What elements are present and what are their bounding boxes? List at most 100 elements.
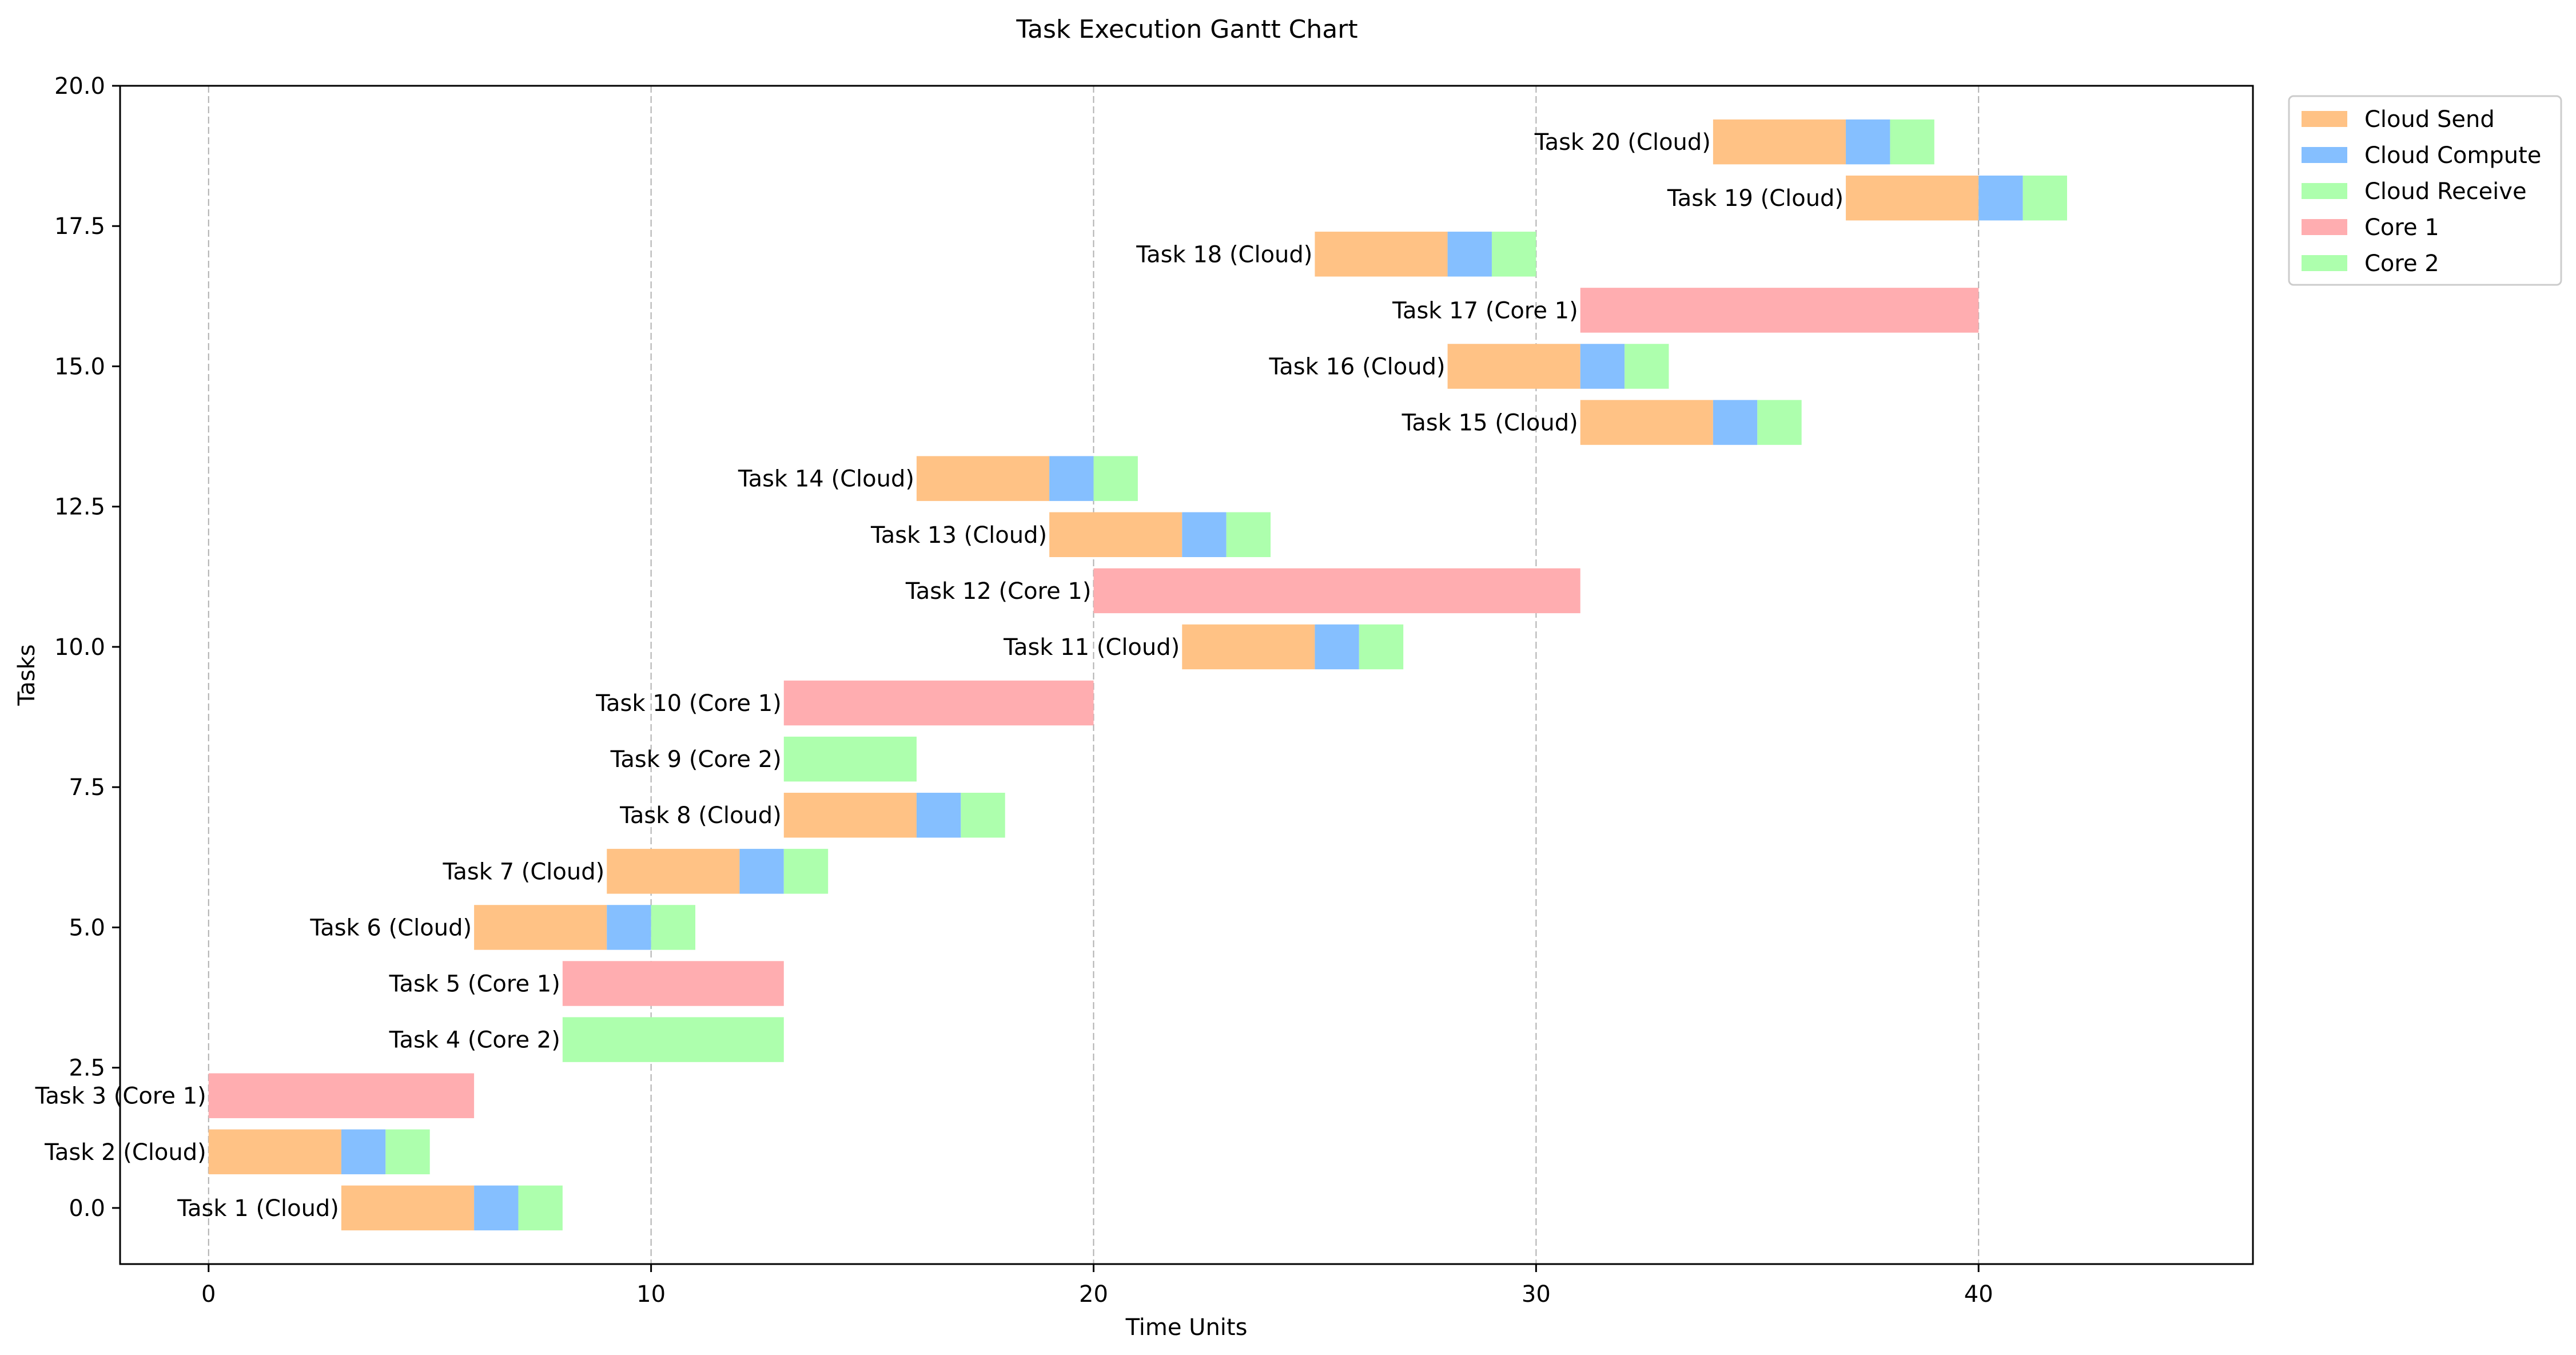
bar-task-13-cloud-receive [1226, 512, 1271, 557]
x-tick-label-0: 0 [201, 1281, 216, 1308]
bar-task-19-cloud-receive [2022, 175, 2067, 221]
task-label-18: Task 18 (Cloud) [1136, 241, 1312, 268]
bar-task-11-cloud-send [1182, 624, 1315, 670]
bar-task-8-cloud-send [783, 793, 917, 838]
x-tick-label-30: 30 [1522, 1281, 1551, 1308]
y-tick-label-3: 7.5 [69, 774, 105, 801]
bar-task-11-cloud-receive [1359, 624, 1404, 670]
legend-label-core1: Core 1 [2364, 214, 2439, 241]
legend-box [2288, 95, 2562, 286]
bar-task-1-cloud-receive [518, 1185, 563, 1231]
bar-task-7-cloud-compute [739, 849, 784, 894]
y-tick-label-8: 20.0 [54, 73, 105, 100]
bar-task-20-cloud-compute [1846, 119, 1890, 165]
legend-label-core2: Core 2 [2364, 251, 2439, 277]
legend-swatch-core1 [2302, 219, 2347, 235]
task-label-6: Task 6 (Cloud) [309, 915, 472, 941]
bar-task-15-cloud-send [1580, 400, 1713, 445]
bar-task-9-core2 [783, 736, 917, 782]
bar-task-2-cloud-receive [385, 1129, 430, 1175]
task-label-15: Task 15 (Cloud) [1402, 410, 1578, 436]
bar-task-1-cloud-compute [474, 1185, 519, 1231]
bar-task-18-cloud-compute [1447, 232, 1492, 277]
task-label-20: Task 20 (Cloud) [1534, 129, 1711, 156]
bar-task-16-cloud-compute [1580, 344, 1625, 389]
bar-task-5-core1 [562, 961, 784, 1006]
legend-swatch-cloud-receive [2302, 183, 2347, 199]
task-label-5: Task 5 (Core 1) [389, 971, 560, 998]
bar-task-14-cloud-send [916, 456, 1050, 501]
bar-task-6-cloud-receive [651, 905, 696, 950]
bar-task-2-cloud-compute [341, 1129, 386, 1175]
y-tick-label-0: 0.0 [69, 1195, 105, 1222]
bar-task-13-cloud-compute [1182, 512, 1227, 557]
task-label-11: Task 11 (Cloud) [1003, 634, 1180, 661]
task-label-4: Task 4 (Core 2) [389, 1027, 560, 1054]
y-axis-label: Tasks [14, 644, 40, 706]
bar-task-15-cloud-receive [1757, 400, 1802, 445]
bar-task-6-cloud-compute [607, 905, 651, 950]
legend-swatch-cloud-send [2302, 111, 2347, 127]
chart-title: Task Execution Gantt Chart [1016, 15, 1357, 44]
legend-label-cloud-compute: Cloud Compute [2364, 142, 2541, 169]
bar-task-11-cloud-compute [1315, 624, 1359, 670]
task-label-8: Task 8 (Cloud) [619, 802, 782, 829]
task-label-7: Task 7 (Cloud) [443, 859, 605, 885]
task-label-13: Task 13 (Cloud) [870, 522, 1047, 549]
bar-task-4-core2 [562, 1017, 784, 1062]
task-label-14: Task 14 (Cloud) [738, 466, 914, 492]
bar-task-20-cloud-send [1713, 119, 1846, 165]
y-tick-label-1: 2.5 [69, 1055, 105, 1082]
x-tick-label-10: 10 [636, 1281, 666, 1308]
bar-task-7-cloud-send [607, 849, 740, 894]
bar-task-12-core1 [1093, 568, 1580, 614]
task-label-17: Task 17 (Core 1) [1392, 297, 1578, 324]
plot-frame [119, 85, 2254, 1265]
bar-task-1-cloud-send [341, 1185, 475, 1231]
y-tick-label-7: 17.5 [54, 213, 105, 240]
legend-swatch-cloud-compute [2302, 147, 2347, 163]
bar-task-19-cloud-compute [1978, 175, 2023, 221]
task-label-1: Task 1 (Cloud) [177, 1195, 339, 1222]
legend-label-cloud-send: Cloud Send [2364, 106, 2495, 133]
grid-lines [208, 86, 1980, 1264]
bar-task-8-cloud-receive [961, 793, 1005, 838]
x-axis-ticks: 0 10 20 30 40 [201, 1264, 1993, 1308]
legend: Cloud Send Cloud Compute Cloud Receive Core… [2288, 95, 2562, 286]
task-label-9: Task 9 (Core 2) [610, 746, 782, 773]
legend-swatch-core2 [2302, 255, 2347, 271]
task-label-10: Task 10 (Core 1) [595, 690, 782, 717]
bar-task-2-cloud-send [208, 1129, 341, 1175]
task-label-19: Task 19 (Cloud) [1667, 185, 1844, 212]
y-tick-label-5: 12.5 [54, 494, 105, 520]
bar-task-17-core1 [1580, 288, 1979, 333]
task-label-2: Task 2 (Cloud) [44, 1139, 206, 1166]
task-label-16: Task 16 (Cloud) [1268, 353, 1445, 380]
bar-task-14-cloud-receive [1093, 456, 1138, 501]
task-bars [208, 119, 2067, 1231]
bar-task-15-cloud-compute [1713, 400, 1758, 445]
task-labels: Task 1 (Cloud)Task 2 (Cloud)Task 3 (Core… [35, 129, 1844, 1222]
bar-task-3-core1 [208, 1073, 475, 1118]
y-tick-label-4: 10.0 [54, 634, 105, 661]
task-label-12: Task 12 (Core 1) [905, 578, 1092, 605]
x-tick-label-40: 40 [1964, 1281, 1993, 1308]
x-axis-label: Time Units [1125, 1314, 1248, 1341]
bar-task-16-cloud-receive [1625, 344, 1669, 389]
bar-task-8-cloud-compute [916, 793, 961, 838]
bar-task-7-cloud-receive [783, 849, 829, 894]
bar-task-18-cloud-send [1315, 232, 1448, 277]
bar-task-19-cloud-send [1846, 175, 1979, 221]
bar-task-18-cloud-receive [1491, 232, 1536, 277]
bar-task-10-core1 [783, 680, 1094, 726]
bar-task-6-cloud-send [474, 905, 607, 950]
y-tick-label-2: 5.0 [69, 915, 105, 941]
y-axis-ticks: 0.0 2.5 5.0 7.5 10.0 12.5 15.0 17.5 20.0 [54, 73, 120, 1222]
bar-task-20-cloud-receive [1890, 119, 1934, 165]
x-tick-label-20: 20 [1079, 1281, 1108, 1308]
bar-task-14-cloud-compute [1049, 456, 1094, 501]
bar-task-16-cloud-send [1447, 344, 1580, 389]
bar-task-13-cloud-send [1049, 512, 1183, 557]
